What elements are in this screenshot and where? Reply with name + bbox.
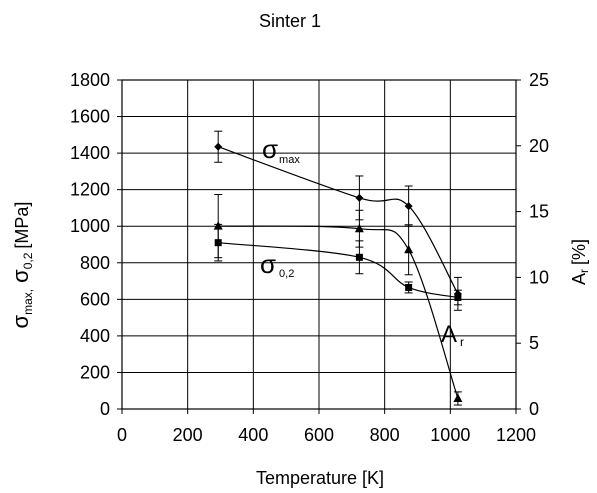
x-tick-label: 1000 — [430, 425, 470, 445]
y-tick-label: 1600 — [70, 107, 110, 127]
y-label-sub2: 0,2 — [21, 252, 35, 269]
y-tick-label: 1200 — [70, 180, 110, 200]
x-tick-label: 800 — [370, 425, 400, 445]
y-tick-label: 600 — [80, 289, 110, 309]
point-ar — [213, 221, 223, 230]
point-sigma-02 — [355, 253, 363, 261]
series-layer — [217, 146, 459, 399]
ar-label-main: A — [441, 321, 457, 348]
grid — [121, 79, 517, 410]
y2-tick-label: 5 — [529, 333, 539, 353]
y-tick-label: 0 — [100, 399, 110, 419]
sigma-max-label-sub: max — [279, 154, 300, 166]
point-ar — [453, 393, 463, 402]
marks-layer — [213, 130, 463, 406]
y-label-sub1: max, — [21, 289, 35, 315]
y-tick-label: 1400 — [70, 143, 110, 163]
sigma-max-label-main: σ — [262, 134, 278, 164]
sigma-02-label-sub: 0,2 — [279, 268, 294, 280]
series-label-sigma-02: σ 0,2 — [260, 249, 294, 280]
point-sigma-max — [404, 202, 413, 211]
y-tick-label: 800 — [80, 253, 110, 273]
point-sigma-max — [355, 193, 364, 202]
y2-tick-label: 0 — [529, 399, 539, 419]
y2-tick-label: 10 — [529, 267, 549, 287]
sigma-02-label-main: σ — [260, 249, 276, 279]
series-line-sigma-max — [217, 146, 459, 295]
point-sigma-02 — [405, 283, 413, 291]
point-ar — [404, 244, 414, 254]
y2-label-sub: r — [577, 269, 591, 273]
y2-tick-label: 15 — [529, 202, 549, 222]
y-label-sigma2: σ — [8, 269, 33, 283]
point-sigma-max — [214, 142, 223, 151]
y2-label-main: A — [569, 273, 589, 285]
x-tick-label: 0 — [117, 425, 127, 445]
y2-label-unit: [%] — [569, 239, 589, 265]
y-axis-label: σmax,σ0,2[MPa] — [8, 202, 35, 329]
x-tick-label: 600 — [304, 425, 334, 445]
y-label-sigma1: σ — [8, 314, 33, 328]
chart-title: Sinter 1 — [259, 11, 321, 31]
series-label-sigma-max: σmax — [262, 134, 300, 166]
y-tick-label: 1000 — [70, 216, 110, 236]
series-line-sigma-02 — [218, 242, 459, 299]
point-sigma-02 — [454, 294, 462, 302]
x-tick-label: 200 — [173, 425, 203, 445]
y2-tick-label: 20 — [529, 136, 549, 156]
y-tick-label: 1800 — [70, 70, 110, 90]
x-tick-label: 1200 — [496, 425, 536, 445]
y-tick-label: 200 — [80, 362, 110, 382]
x-axis-label: Temperature [K] — [256, 468, 384, 488]
ar-label-sub: r — [460, 335, 464, 349]
y2-tick-label: 25 — [529, 70, 549, 90]
y2-axis-label: Ar [%] — [569, 239, 591, 285]
x-tick-label: 400 — [238, 425, 268, 445]
y-label-unit: [MPa] — [12, 202, 32, 249]
series-line-ar — [218, 225, 459, 399]
point-ar — [354, 223, 364, 233]
y-tick-label: 400 — [80, 326, 110, 346]
plot-border — [121, 79, 517, 410]
